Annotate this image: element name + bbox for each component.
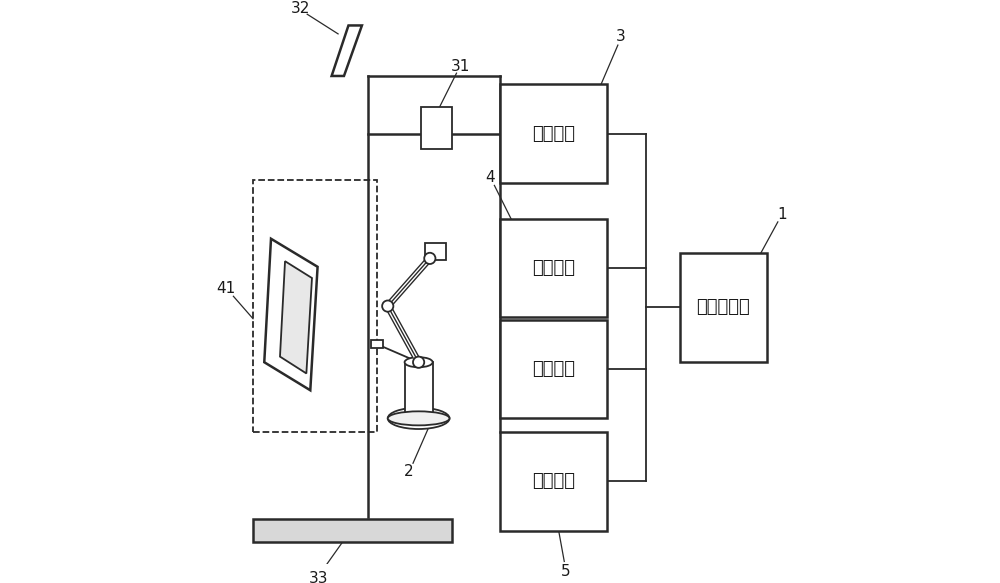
Bar — [371, 340, 383, 348]
Text: 1: 1 — [778, 207, 787, 222]
Ellipse shape — [388, 412, 449, 426]
Text: 5: 5 — [561, 564, 571, 579]
Text: 水冷系统: 水冷系统 — [532, 472, 575, 490]
Ellipse shape — [388, 408, 449, 429]
Polygon shape — [264, 239, 318, 390]
Text: 光路系统: 光路系统 — [532, 125, 575, 142]
Text: 4: 4 — [485, 170, 495, 184]
Polygon shape — [332, 26, 362, 76]
Text: 41: 41 — [216, 282, 236, 297]
Bar — [500, 433, 607, 531]
Bar — [253, 519, 452, 542]
Bar — [421, 107, 452, 149]
Bar — [500, 219, 607, 317]
Ellipse shape — [405, 357, 433, 367]
Text: 31: 31 — [451, 59, 470, 74]
Bar — [253, 180, 377, 433]
Text: 中央控制器: 中央控制器 — [696, 298, 750, 317]
Text: 机械系统: 机械系统 — [532, 360, 575, 378]
Circle shape — [424, 253, 435, 264]
Text: 2: 2 — [404, 464, 414, 479]
Text: 监控系统: 监控系统 — [532, 259, 575, 277]
Text: 32: 32 — [291, 1, 310, 16]
Bar — [680, 253, 767, 362]
Text: 3: 3 — [616, 29, 626, 44]
Circle shape — [413, 357, 424, 368]
Polygon shape — [280, 261, 312, 374]
Circle shape — [382, 300, 393, 312]
Bar — [405, 362, 433, 419]
Bar — [500, 85, 607, 182]
Polygon shape — [425, 243, 446, 259]
Bar — [500, 320, 607, 419]
Text: 33: 33 — [309, 571, 329, 583]
